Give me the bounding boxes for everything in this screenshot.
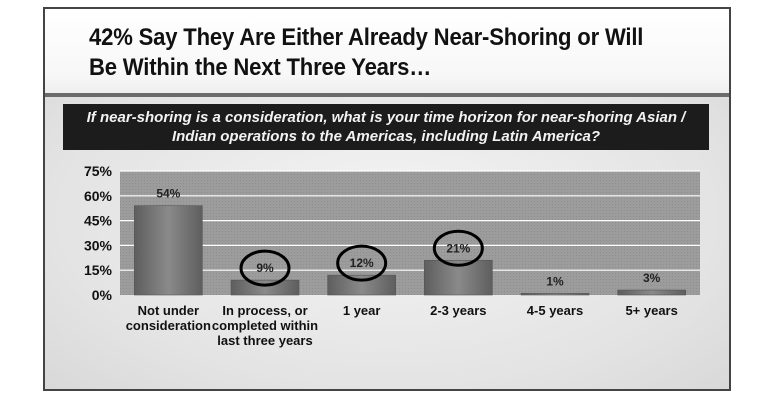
x-tick-label: In process, or completed within last thr… [211,303,319,348]
bar-chart: 54% 9% 12% 21% 1% 3% 0% 15% 30% 45% 60% 75% [84,163,700,303]
highlight-circle [239,249,291,287]
data-label: 9% [256,261,274,275]
x-tick-label: 1 year [342,303,381,318]
y-tick-label: 45% [84,213,113,229]
x-tick-label: 5+ years [625,303,678,318]
x-tick-label: 4-5 years [526,303,584,318]
y-tick-label: 60% [84,188,113,204]
y-tick-label: 30% [84,237,113,253]
y-tick-label: 0% [92,287,113,303]
title-band: 42% Say They Are Either Already Near-Sho… [45,9,729,93]
title-divider [45,93,729,97]
y-tick-label: 15% [84,262,113,278]
data-label: 12% [350,256,374,270]
data-label: 21% [446,241,470,255]
highlight-circle [432,229,484,267]
data-label: 3% [643,271,661,285]
bar [230,279,300,296]
highlight-circle [336,244,388,282]
data-label: 54% [156,187,180,201]
bar [327,274,396,296]
plot-area [120,171,700,295]
slide: 42% Say They Are Either Already Near-Sho… [43,7,731,391]
bar [134,205,203,296]
y-tick-label: 75% [84,163,113,179]
survey-question: If near-shoring is a consideration, what… [63,104,709,150]
page-title: 42% Say They Are Either Already Near-Sho… [89,24,644,81]
x-tick-label: 2-3 years [430,303,487,318]
data-label: 1% [546,274,564,288]
bar [617,289,686,296]
bar [520,293,590,296]
x-tick-label: Not under consideration [125,303,211,333]
